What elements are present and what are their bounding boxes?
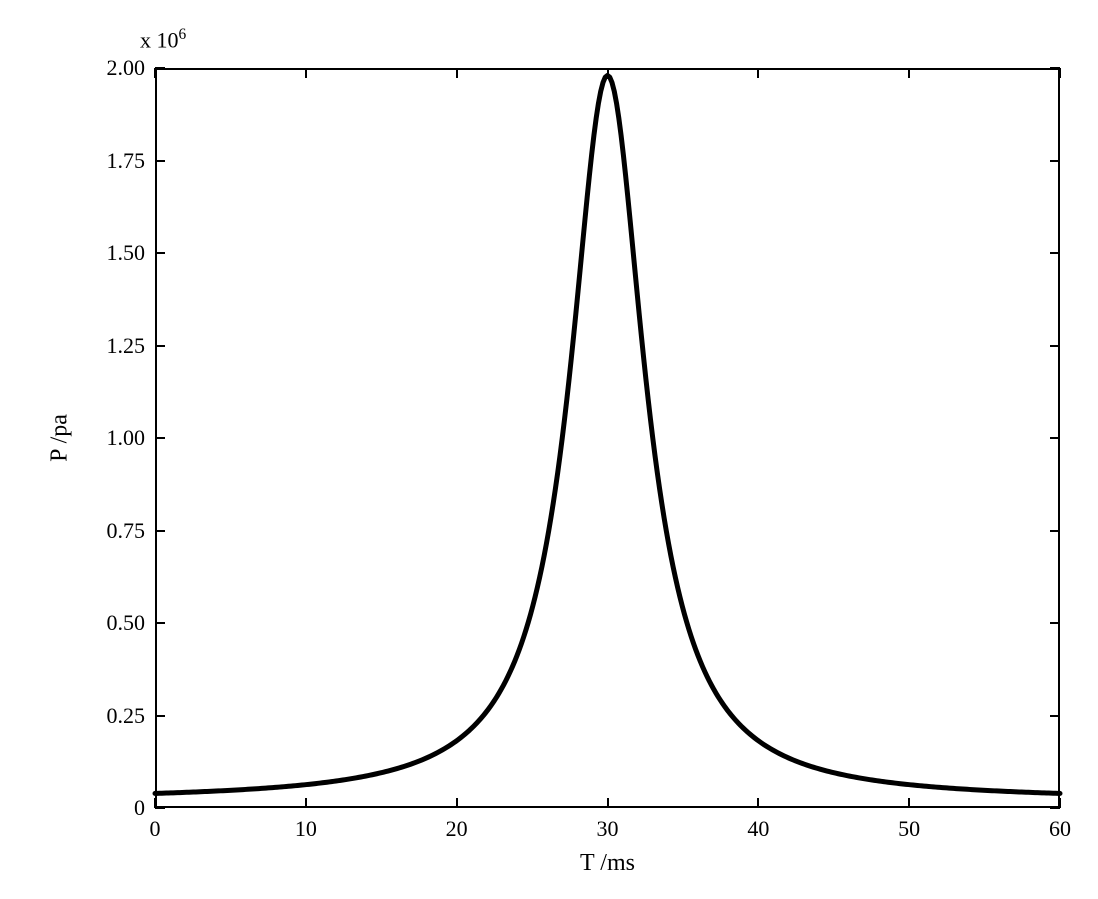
x-tick-top	[456, 68, 458, 78]
y-tick-right	[1050, 160, 1060, 162]
y-tick-right	[1050, 807, 1060, 809]
x-tick-label: 40	[747, 816, 769, 842]
x-tick-label: 0	[150, 816, 161, 842]
y-tick-label: 0.25	[107, 703, 146, 729]
y-tick-right	[1050, 67, 1060, 69]
x-tick-label: 60	[1049, 816, 1071, 842]
y-tick-right	[1050, 715, 1060, 717]
y-tick-right	[1050, 622, 1060, 624]
y-tick	[155, 252, 165, 254]
curve-path	[155, 75, 1060, 793]
y-tick-right	[1050, 437, 1060, 439]
y-tick	[155, 160, 165, 162]
y-tick	[155, 530, 165, 532]
x-tick	[607, 798, 609, 808]
x-tick-label: 50	[898, 816, 920, 842]
y-tick-right	[1050, 530, 1060, 532]
y-tick-right	[1050, 252, 1060, 254]
y-tick-label: 1.00	[107, 425, 146, 451]
y-tick-label: 1.50	[107, 240, 146, 266]
y-tick	[155, 437, 165, 439]
x-tick	[757, 798, 759, 808]
y-tick	[155, 622, 165, 624]
y-tick	[155, 807, 165, 809]
y-tick-label: 0	[134, 795, 145, 821]
y-tick-label: 1.75	[107, 148, 146, 174]
x-tick-label: 10	[295, 816, 317, 842]
x-tick-top	[305, 68, 307, 78]
x-tick-top	[908, 68, 910, 78]
y-tick	[155, 715, 165, 717]
x-tick-label: 30	[597, 816, 619, 842]
y-tick	[155, 345, 165, 347]
y-tick-label: 0.75	[107, 518, 146, 544]
figure: x 106 T /ms P /pa 010203040506000.250.50…	[0, 0, 1098, 899]
y-tick-right	[1050, 345, 1060, 347]
line-series	[0, 0, 1098, 899]
x-tick-top	[757, 68, 759, 78]
x-tick-top	[1059, 68, 1061, 78]
x-tick	[305, 798, 307, 808]
y-tick	[155, 67, 165, 69]
y-tick-label: 1.25	[107, 333, 146, 359]
y-tick-label: 2.00	[107, 55, 146, 81]
x-tick	[908, 798, 910, 808]
y-tick-label: 0.50	[107, 610, 146, 636]
x-tick-label: 20	[446, 816, 468, 842]
x-tick-top	[154, 68, 156, 78]
x-tick-top	[607, 68, 609, 78]
x-tick	[456, 798, 458, 808]
